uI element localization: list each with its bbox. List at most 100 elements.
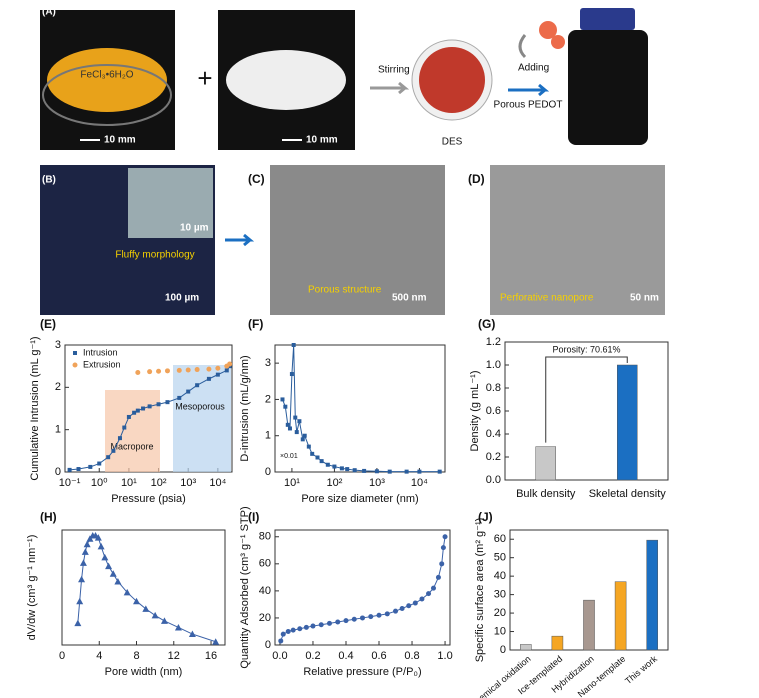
marker xyxy=(76,467,81,472)
marker xyxy=(280,397,285,402)
x-tick-label: 10⁴ xyxy=(411,477,428,489)
marker xyxy=(105,562,113,570)
arrow xyxy=(225,233,255,247)
marker xyxy=(417,469,422,474)
y-tick-label: 60 xyxy=(494,533,506,545)
bar xyxy=(535,446,556,481)
marker xyxy=(290,627,296,633)
step-label: Stirring xyxy=(378,65,410,76)
marker xyxy=(437,469,442,474)
y-tick-label: 0 xyxy=(265,639,271,651)
marker xyxy=(303,624,309,630)
marker xyxy=(297,626,303,632)
x-tick-label: 0.4 xyxy=(338,650,353,662)
bar xyxy=(583,599,595,651)
marker xyxy=(114,577,122,585)
marker xyxy=(141,406,146,411)
series-line xyxy=(282,344,440,473)
y-tick-label: 0 xyxy=(500,644,506,656)
panel-letter: (G) xyxy=(478,317,495,331)
marker xyxy=(151,611,159,619)
photo-c xyxy=(270,165,445,315)
marker xyxy=(412,600,418,606)
panel-letter: (A) xyxy=(42,7,56,18)
marker xyxy=(142,605,150,612)
plot-frame xyxy=(274,529,451,646)
yellow-powder xyxy=(47,48,167,112)
marker xyxy=(206,366,212,372)
mesopore-band xyxy=(173,365,231,472)
marker xyxy=(293,415,298,420)
x-axis-label: Pore size diameter (nm) xyxy=(301,493,418,505)
annotation: Porosity: 70.61% xyxy=(552,344,620,354)
scale-label: 10 µm xyxy=(180,223,209,234)
marker xyxy=(74,619,82,627)
panel-letter: (I) xyxy=(248,510,259,524)
marker xyxy=(195,383,200,388)
marker xyxy=(278,638,284,644)
x-tick-label: 12 xyxy=(168,650,180,662)
plot-frame xyxy=(61,529,226,646)
x-tick-label: Bulk density xyxy=(516,488,576,500)
marker xyxy=(224,368,229,373)
y-tick-label: 40 xyxy=(259,585,271,597)
marker xyxy=(297,419,302,424)
marker xyxy=(289,372,294,377)
x-tick-label: 8 xyxy=(133,650,139,662)
flask-cap xyxy=(580,8,635,30)
marker xyxy=(147,369,153,375)
series-line xyxy=(77,534,216,643)
bracket xyxy=(545,356,628,443)
marker xyxy=(343,618,349,624)
x-tick-label: 10⁰ xyxy=(91,477,108,489)
marker xyxy=(215,372,220,377)
marker xyxy=(384,611,390,617)
marker xyxy=(176,367,182,373)
x-tick-label: Skeletal density xyxy=(589,488,667,500)
y-tick-label: 20 xyxy=(494,607,506,619)
marker xyxy=(185,367,191,373)
photo-d xyxy=(490,165,665,315)
legend-label: Extrusion xyxy=(83,359,121,369)
marker xyxy=(177,395,182,400)
marker xyxy=(135,408,140,413)
x-tick-label: 0.2 xyxy=(305,650,320,662)
marker xyxy=(335,619,341,625)
marker xyxy=(97,542,105,550)
y-tick-label: 3 xyxy=(55,339,61,351)
x-axis-label: Relative pressure (P/P₀) xyxy=(303,666,421,678)
marker xyxy=(283,404,288,409)
marker xyxy=(399,605,405,611)
marker xyxy=(442,534,448,540)
x-tick-label: 1.0 xyxy=(437,650,452,662)
annotation: Macropore xyxy=(110,441,153,451)
marker xyxy=(111,448,116,453)
marker xyxy=(332,464,337,469)
x-tick-label: 16 xyxy=(205,650,217,662)
marker xyxy=(126,414,131,419)
marker xyxy=(351,616,357,622)
scale-label: 500 nm xyxy=(392,293,427,304)
marker xyxy=(133,597,141,605)
scale-label: 10 mm xyxy=(104,135,136,146)
marker xyxy=(165,400,170,405)
edot-ring xyxy=(539,21,557,39)
marker xyxy=(212,638,220,645)
marker xyxy=(101,553,109,561)
marker xyxy=(94,534,102,541)
x-tick-label: 10⁻¹ xyxy=(59,477,81,489)
y-tick-label: 2 xyxy=(265,393,271,405)
marker xyxy=(86,535,94,542)
x-tick-label: This work xyxy=(623,653,659,686)
marker xyxy=(97,461,102,466)
y-axis-label: Specific surface area (m² g⁻¹) xyxy=(474,518,486,663)
panel-letter: (E) xyxy=(40,317,56,331)
marker xyxy=(76,597,84,605)
marker xyxy=(325,462,330,467)
marker xyxy=(300,437,305,442)
marker xyxy=(439,561,445,567)
y-tick-label: 1.2 xyxy=(486,336,501,348)
bar xyxy=(520,644,532,651)
marker xyxy=(164,368,170,374)
macropore-band xyxy=(105,390,160,472)
